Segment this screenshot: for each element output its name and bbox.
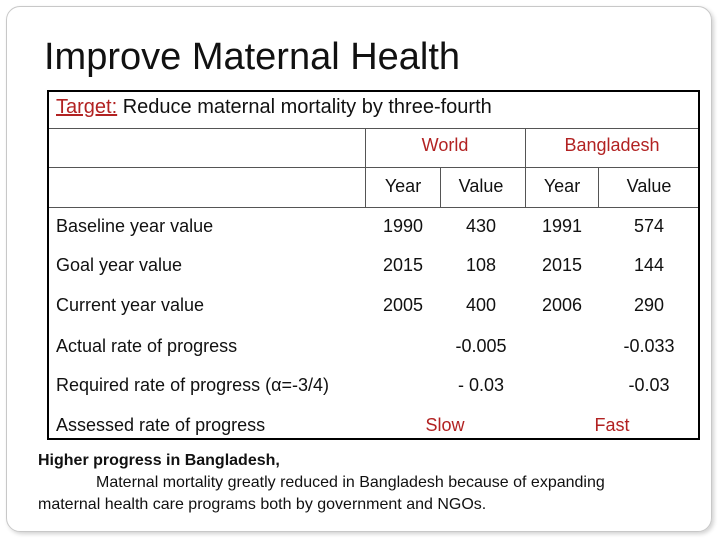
header-world-year: Year xyxy=(384,176,422,196)
rate-actual-world: -0.005 xyxy=(455,336,507,356)
row-current-bangladesh-value: 290 xyxy=(633,295,665,315)
row-baseline-world-value: 430 xyxy=(465,216,497,236)
row-baseline-label: Baseline year value xyxy=(56,216,214,236)
row-baseline-world-year: 1990 xyxy=(382,216,424,236)
slide-title: Improve Maternal Health xyxy=(44,36,461,78)
row-current-label: Current year value xyxy=(56,295,205,315)
rate-assessed-world: Slow xyxy=(425,415,465,435)
grid-line-header xyxy=(49,167,698,168)
header-world: World xyxy=(421,135,469,155)
row-goal-bangladesh-value: 144 xyxy=(633,255,665,275)
header-world-value: Value xyxy=(458,176,504,196)
target-text: Reduce maternal mortality by three-fourt… xyxy=(117,96,492,118)
rate-required-label: Required rate of progress (α=-3/4) xyxy=(56,375,330,395)
row-goal-bangladesh-year: 2015 xyxy=(541,255,583,275)
row-current-world-value: 400 xyxy=(465,295,497,315)
footer-explanation-cont: maternal health care programs both by go… xyxy=(38,496,487,513)
row-goal-world-year: 2015 xyxy=(382,255,424,275)
rate-required-world: - 0.03 xyxy=(457,375,505,395)
mdg-table xyxy=(47,90,700,440)
slide-frame xyxy=(6,6,712,532)
row-goal-label: Goal year value xyxy=(56,255,183,275)
rate-assessed-label: Assessed rate of progress xyxy=(56,415,266,435)
row-goal-world-value: 108 xyxy=(465,255,497,275)
footer-explanation: Maternal mortality greatly reduced in Ba… xyxy=(96,474,605,491)
target-statement: Target: Reduce maternal mortality by thr… xyxy=(56,96,492,119)
row-current-world-year: 2005 xyxy=(382,295,424,315)
grid-line-world-split xyxy=(440,167,441,208)
grid-line-world-col xyxy=(525,128,526,208)
grid-line-bangladesh-split xyxy=(598,167,599,208)
target-label: Target: xyxy=(56,96,118,118)
rate-actual-label: Actual rate of progress xyxy=(56,336,238,356)
rate-required-bangladesh: -0.03 xyxy=(628,375,670,395)
rate-actual-bangladesh: -0.033 xyxy=(623,336,675,356)
footer-heading: Higher progress in Bangladesh, xyxy=(38,452,280,469)
row-baseline-bangladesh-year: 1991 xyxy=(541,216,583,236)
header-bangladesh-year: Year xyxy=(543,176,581,196)
header-bangladesh: Bangladesh xyxy=(564,135,660,155)
row-baseline-bangladesh-value: 574 xyxy=(633,216,665,236)
grid-line-label-col xyxy=(365,128,366,208)
grid-line-target xyxy=(49,128,698,129)
rate-assessed-bangladesh: Fast xyxy=(594,415,630,435)
row-current-bangladesh-year: 2006 xyxy=(541,295,583,315)
header-bangladesh-value: Value xyxy=(626,176,672,196)
grid-line-subheader xyxy=(49,207,698,208)
